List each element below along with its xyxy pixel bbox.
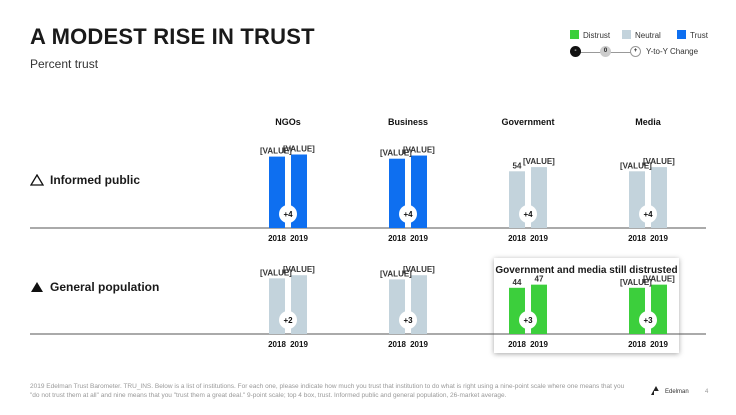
- data-label: 54: [513, 161, 522, 170]
- data-label: 44: [513, 278, 522, 287]
- yoy-zero-marker: 0: [600, 46, 611, 57]
- year-tick-label: 2018: [508, 340, 526, 349]
- year-tick-label: 2018: [508, 234, 526, 243]
- year-tick-label: 2019: [410, 340, 428, 349]
- data-label: [VALUE]: [523, 157, 555, 166]
- legend-swatch-neutral: [622, 30, 631, 39]
- legend-item-neutral: Neutral: [622, 30, 661, 40]
- yoy-change-marker: [279, 205, 297, 223]
- footnote: 2019 Edelman Trust Barometer. TRU_INS. B…: [30, 383, 625, 399]
- year-tick-label: 2018: [388, 234, 406, 243]
- year-tick-label: 2019: [290, 340, 308, 349]
- row-label-text: Informed public: [50, 173, 140, 187]
- filled-triangle-icon: [31, 282, 43, 292]
- yoy-change-label: +4: [403, 210, 413, 219]
- year-tick-label: 2019: [410, 234, 428, 243]
- yoy-minus-marker: -: [570, 46, 581, 57]
- edelman-logo-icon: [651, 386, 661, 395]
- data-label: [VALUE]: [283, 265, 315, 274]
- yoy-change-marker: [399, 311, 417, 329]
- yoy-change-label: +3: [643, 316, 653, 325]
- yoy-change-label: +3: [403, 316, 413, 325]
- data-label: [VALUE]: [283, 145, 315, 154]
- data-label: [VALUE]: [620, 161, 652, 170]
- year-tick-label: 2018: [388, 340, 406, 349]
- row-label-text: General population: [50, 280, 160, 294]
- year-tick-label: 2018: [268, 234, 286, 243]
- row-label-informed-public: Informed public: [30, 173, 140, 187]
- outline-triangle-icon: [30, 174, 44, 186]
- year-tick-label: 2018: [268, 340, 286, 349]
- yoy-legend: - 0 + Y-to-Y Change: [570, 46, 730, 60]
- category-label-ngos: NGOs: [275, 117, 301, 127]
- yoy-change-marker: [519, 205, 537, 223]
- yoy-change-label: +2: [283, 316, 293, 325]
- legend-item-distrust: Distrust: [570, 30, 610, 40]
- yoy-change-marker: [639, 205, 657, 223]
- data-label: [VALUE]: [380, 149, 412, 158]
- logo-text: Edelman: [665, 389, 689, 395]
- data-label: [VALUE]: [643, 275, 675, 284]
- legend-label-trust: Trust: [690, 31, 708, 40]
- yoy-change-label: +3: [523, 316, 533, 325]
- year-tick-label: 2019: [650, 234, 668, 243]
- page-number: 4: [705, 389, 709, 395]
- year-tick-label: 2019: [290, 234, 308, 243]
- data-label: [VALUE]: [260, 147, 292, 156]
- yoy-change-marker: [279, 311, 297, 329]
- legend-swatch-trust: [677, 30, 686, 39]
- yoy-change-label: +4: [283, 210, 293, 219]
- legend-label-neutral: Neutral: [635, 31, 661, 40]
- yoy-change-marker: [519, 311, 537, 329]
- row-label-general-population: General population: [30, 280, 159, 294]
- data-label: [VALUE]: [260, 268, 292, 277]
- yoy-change-marker: [639, 311, 657, 329]
- year-tick-label: 2019: [530, 340, 548, 349]
- yoy-change-label: +4: [643, 210, 653, 219]
- category-label-business: Business: [388, 117, 428, 127]
- legend-item-trust: Trust: [677, 30, 708, 40]
- category-label-media: Media: [635, 117, 662, 127]
- callout-text: Government and media still distrusted: [495, 265, 678, 276]
- yoy-change-label: +4: [523, 210, 533, 219]
- edelman-logo: Edelman: [650, 385, 689, 396]
- category-label-government: Government: [501, 117, 554, 127]
- data-label: [VALUE]: [380, 269, 412, 278]
- year-tick-label: 2019: [530, 234, 548, 243]
- data-label: [VALUE]: [620, 278, 652, 287]
- data-label: [VALUE]: [403, 146, 435, 155]
- data-label: [VALUE]: [643, 157, 675, 166]
- year-tick-label: 2018: [628, 234, 646, 243]
- legend-swatch-distrust: [570, 30, 579, 39]
- yoy-change-marker: [399, 205, 417, 223]
- year-tick-label: 2018: [628, 340, 646, 349]
- yoy-legend-label: Y-to-Y Change: [646, 47, 699, 56]
- yoy-plus-marker: +: [630, 46, 641, 57]
- page-subtitle: Percent trust: [30, 57, 99, 71]
- year-tick-label: 2019: [650, 340, 668, 349]
- data-label: [VALUE]: [403, 265, 435, 274]
- data-label: 47: [535, 275, 544, 284]
- page-title: A MODEST RISE IN TRUST: [30, 24, 315, 49]
- legend-label-distrust: Distrust: [583, 31, 611, 40]
